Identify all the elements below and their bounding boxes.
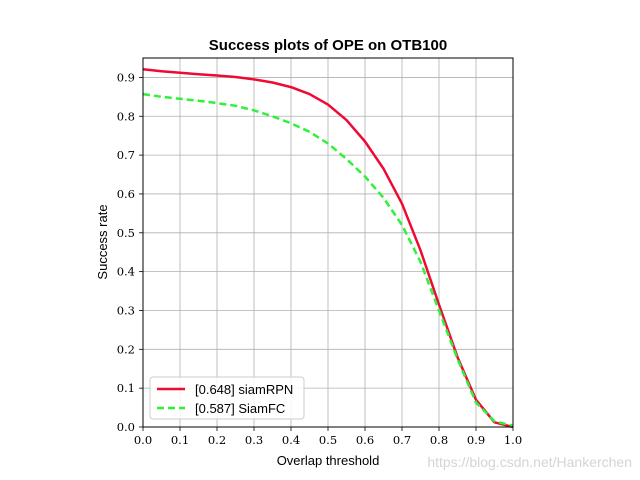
y-ticks: 0.0 0.1 0.2 0.3 0.4 0.5 0.6 0.7 0.8 0.9 — [117, 70, 143, 434]
x-tick-label: 0.0 — [134, 433, 152, 447]
legend-label-siamrpn: [0.648] siamRPN — [195, 382, 293, 397]
x-ticks: 0.0 0.1 0.2 0.3 0.4 0.5 0.6 0.7 0.8 0.9 1.0 — [134, 427, 522, 447]
y-tick-label: 0.4 — [117, 265, 135, 279]
watermark: https://blog.csdn.net/Hankerchen — [427, 454, 632, 470]
x-tick-label: 0.3 — [245, 433, 263, 447]
legend-box — [149, 376, 305, 420]
grid — [143, 58, 513, 427]
legend: [0.648] siamRPN [0.587] SiamFC — [149, 376, 305, 420]
y-axis-label: Success rate — [95, 204, 110, 279]
series-line-1 — [142, 92, 514, 428]
x-tick-label: 0.4 — [282, 433, 300, 447]
y-tick-label: 0.3 — [117, 303, 135, 317]
x-tick-label: 0.9 — [467, 433, 485, 447]
x-tick-label: 0.1 — [171, 433, 189, 447]
y-tick-label: 0.6 — [117, 187, 135, 201]
chart-title: Success plots of OPE on OTB100 — [209, 37, 447, 54]
y-tick-label: 0.0 — [117, 420, 135, 434]
y-tick-label: 0.8 — [117, 109, 135, 123]
x-axis-label: Overlap threshold — [277, 453, 380, 468]
y-tick-label: 0.7 — [117, 148, 135, 162]
y-tick-label: 0.2 — [117, 342, 135, 356]
y-tick-label: 0.5 — [117, 226, 135, 240]
x-tick-label: 1.0 — [504, 433, 522, 447]
y-tick-label: 0.9 — [117, 70, 135, 84]
x-tick-label: 0.8 — [430, 433, 448, 447]
series-layer — [142, 68, 514, 429]
y-tick-label: 0.1 — [117, 381, 135, 395]
x-tick-label: 0.2 — [208, 433, 226, 447]
x-tick-label: 0.5 — [319, 433, 337, 447]
legend-label-siamfc: [0.587] SiamFC — [195, 401, 285, 416]
x-tick-label: 0.6 — [356, 433, 374, 447]
x-tick-label: 0.7 — [393, 433, 411, 447]
